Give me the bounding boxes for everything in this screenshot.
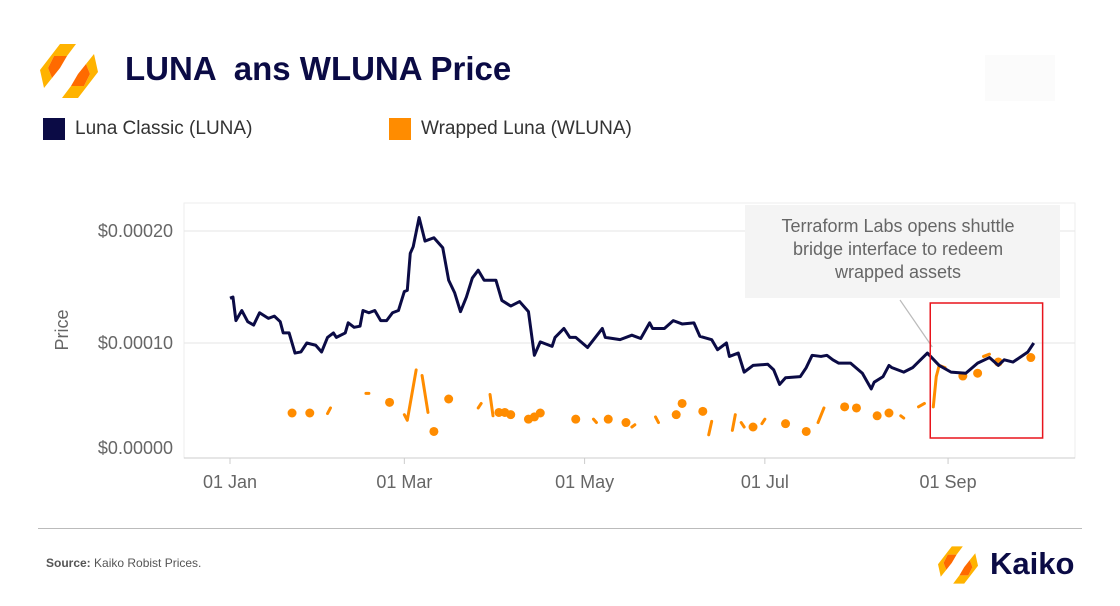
x-tick-label: 01 Jan: [203, 472, 257, 492]
price-chart: $0.00020 $0.00010 $0.00000 01 Jan 01 Mar 01 …: [52, 202, 1076, 492]
wluna-point: [429, 426, 439, 436]
legend-label-luna: Luna Classic (LUNA): [75, 118, 253, 139]
wluna-line-segment: [654, 415, 660, 425]
wluna-point: [801, 426, 811, 436]
brand-name: Kaiko: [990, 546, 1075, 581]
wluna-line-segment: [630, 423, 637, 429]
wluna-point: [1026, 353, 1036, 363]
x-tick-label: 01 Sep: [920, 472, 977, 492]
highlight-box: [929, 302, 1044, 439]
wluna-line-segment: [917, 401, 926, 409]
legend-swatch-wluna: [389, 118, 411, 140]
legend-item-luna: Luna Classic (LUNA): [43, 118, 252, 140]
luna-line: [229, 216, 1036, 391]
wluna-point: [287, 408, 297, 418]
annotation-leader-line: [899, 299, 933, 348]
y-tick-label: $0.00020: [98, 221, 173, 241]
wluna-line-segment: [730, 413, 737, 432]
wluna-line-segment: [899, 414, 906, 420]
wluna-line-segment: [476, 401, 483, 410]
wluna-line-segment: [760, 417, 767, 426]
wluna-point: [781, 419, 791, 429]
wluna-point: [571, 414, 581, 424]
annotation-text: Terraform Labs opens shuttle: [781, 216, 1014, 236]
wluna-line-segment: [420, 373, 430, 414]
wluna-point: [621, 418, 631, 428]
annotation-text: bridge interface to redeem: [793, 239, 1003, 259]
x-tick-label: 01 Mar: [376, 472, 432, 492]
wluna-point: [535, 408, 545, 418]
wluna-line-segment: [591, 417, 598, 425]
wluna-point: [506, 410, 516, 420]
x-tick-label: 01 Jul: [741, 472, 789, 492]
wluna-point: [677, 398, 687, 408]
kaiko-brand-icon: [938, 546, 978, 584]
wluna-point: [698, 406, 708, 416]
wluna-line-segment: [402, 368, 418, 422]
wluna-line-segment: [326, 406, 332, 416]
page-title: LUNA ans WLUNA Price: [125, 50, 512, 87]
wluna-line-segment: [816, 406, 826, 425]
wluna-point: [872, 411, 882, 421]
wluna-line-segment: [488, 393, 495, 418]
wluna-point: [851, 403, 861, 413]
annotation-box: [745, 205, 1060, 298]
source-note: Source: Kaiko Robist Prices.: [46, 556, 201, 570]
blank-panel: [985, 55, 1055, 101]
annotation-text: wrapped assets: [834, 262, 961, 282]
legend-item-wluna: Wrapped Luna (WLUNA): [389, 118, 632, 140]
wluna-point: [884, 408, 894, 418]
wluna-point: [305, 408, 315, 418]
wluna-point: [973, 368, 983, 378]
source-text: Kaiko Robist Prices.: [90, 556, 202, 570]
wluna-line-segment: [982, 352, 991, 358]
y-axis-label: Price: [52, 309, 72, 350]
kaiko-logo-icon: [40, 44, 98, 98]
legend-label-wluna: Wrapped Luna (WLUNA): [421, 118, 632, 139]
wluna-point: [840, 402, 850, 412]
wluna-point: [603, 414, 613, 424]
source-label: Source:: [46, 556, 91, 570]
legend-swatch-luna: [43, 118, 65, 140]
footer-divider: [38, 528, 1082, 529]
y-tick-label: $0.00010: [98, 333, 173, 353]
wluna-line-segment: [739, 421, 746, 429]
wluna-point: [444, 394, 454, 404]
wluna-line-segment: [931, 363, 947, 409]
wluna-point: [748, 422, 758, 432]
x-tick-label: 01 May: [555, 472, 614, 492]
y-tick-label: $0.00000: [98, 438, 173, 458]
wluna-line-segment: [707, 419, 714, 437]
wluna-point: [671, 410, 681, 420]
wluna-point: [385, 397, 395, 407]
